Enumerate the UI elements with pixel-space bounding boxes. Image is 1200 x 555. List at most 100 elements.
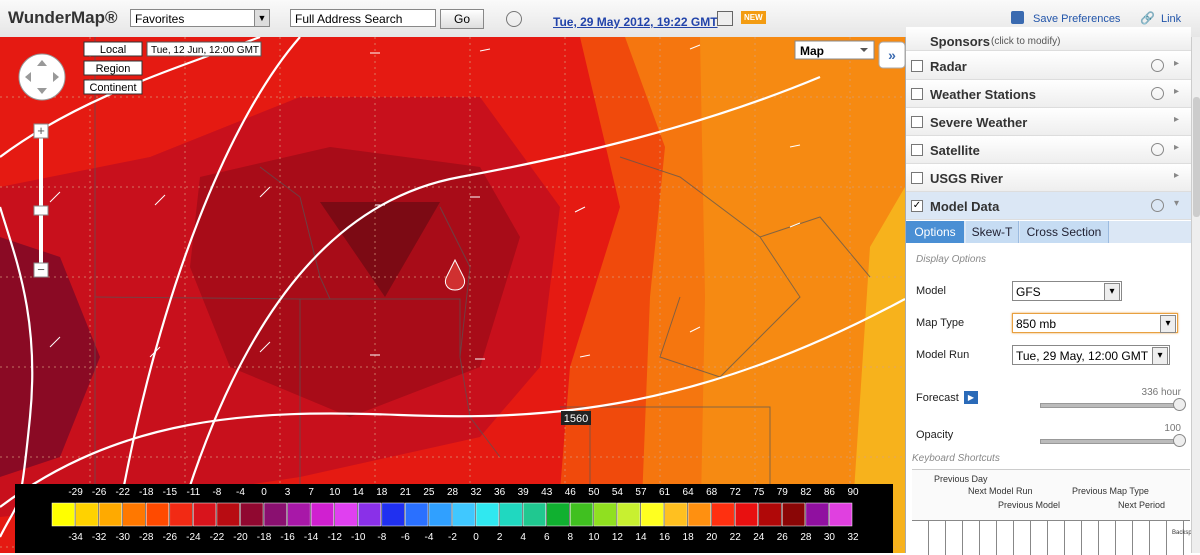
field-label: Map Type [916,317,965,329]
tab[interactable]: Skew-T [966,221,1019,243]
legend-swatch [522,502,546,527]
layer-row[interactable]: Severe Weather ▸ [906,108,1191,136]
legend-fahrenheit: 0 [261,487,267,498]
save-preferences[interactable]: Save Preferences [1033,13,1121,25]
wind-arrow [574,206,586,213]
legend-fahrenheit: 32 [470,487,482,498]
zoom-level-button[interactable] [83,41,143,57]
legend-fahrenheit: 36 [494,487,506,498]
zoom-level-button[interactable] [83,79,143,95]
layer-expand[interactable]: ▾ [1174,198,1180,209]
opacity-slider[interactable] [1040,439,1182,444]
sponsors: Sponsors [930,34,990,49]
legend-fahrenheit: 46 [565,487,577,498]
layer-checkbox[interactable]: ✓ [911,200,923,212]
location-pin[interactable] [444,258,466,291]
address-search[interactable]: Full Address Search [290,9,436,27]
keyboard-keys [912,520,1190,555]
zoom-out[interactable] [33,262,49,278]
layer-checkbox[interactable] [911,60,923,72]
layer-expand[interactable]: ▸ [1174,114,1180,125]
wind-arrow [259,186,271,198]
layer-checkbox[interactable] [911,172,923,184]
logo: WunderMap® [8,8,118,27]
field-select[interactable]: 850 mb [1012,313,1178,333]
panel-toggle[interactable] [878,41,905,69]
calendar-icon[interactable] [717,11,733,26]
go-button[interactable]: Go [440,9,484,29]
keyboard-hint: Next Period [1118,500,1166,510]
legend-fahrenheit: 79 [777,487,789,498]
zoom-handle[interactable] [33,205,49,216]
legend-celsius: -32 [92,532,107,543]
legend-fahrenheit: 72 [730,487,742,498]
keyboard-hint: Previous Map Type [1072,486,1149,496]
layer-checkbox[interactable] [911,116,923,128]
legend-celsius: 24 [753,532,765,543]
legend-fahrenheit: -11 [186,487,200,498]
scrollbar[interactable] [1191,37,1200,553]
forecast-slider[interactable] [1040,403,1182,408]
legend-swatch [240,502,264,527]
legend-celsius: 2 [497,532,503,543]
legend-celsius: -20 [233,532,248,543]
forecast-knob[interactable] [1173,398,1186,411]
layer-row[interactable]: Radar ▸ [906,52,1191,80]
layer-row[interactable]: ✓ Model Data ▾ [906,192,1191,220]
layer-checkbox[interactable] [911,88,923,100]
layer-clock[interactable] [1151,143,1164,156]
tab[interactable]: Cross Section [1020,221,1109,243]
current-datetime[interactable]: Tue, 29 May 2012, 19:22 GMT [553,15,718,29]
favorites-select[interactable]: Favorites [130,9,270,27]
legend-celsius: -26 [163,532,178,543]
legend-scale: -29 -26 -22 -18 -15 -11 -8 -4 0 3 7 10 14 18 21 25 28 32 3… [51,487,859,543]
layer-row[interactable]: Satellite ▸ [906,136,1191,164]
save-icon[interactable] [1011,11,1024,24]
legend-swatch [687,502,711,527]
map-canvas: + − Local Region Continent Tue, 12 Jun, 12… [0,37,905,553]
legend-swatch [381,502,405,527]
layer-clock[interactable] [1151,59,1164,72]
zoom-level-button[interactable] [83,60,143,76]
legend-celsius: 8 [568,532,574,543]
map[interactable]: + − Local Region Continent Tue, 12 Jun, 12… [0,37,905,553]
legend-celsius: 30 [824,532,836,543]
legend-swatch [475,502,499,527]
wind-arrow [49,336,61,348]
field-select[interactable]: Tue, 29 May, 12:00 GMT [1012,345,1170,365]
legend-celsius: 20 [706,532,718,543]
legend-swatch [734,502,759,527]
zoom-in[interactable] [33,123,49,139]
layer-expand[interactable]: ▸ [1174,58,1180,69]
sponsors-row[interactable]: Sponsors (click to modify) [906,27,1191,51]
layer-checkbox[interactable] [911,144,923,156]
pan-control[interactable] [18,53,66,101]
forecast-label: Forecast [916,392,959,404]
legend-swatch [546,502,570,527]
legend-fahrenheit: 7 [308,487,314,498]
tab[interactable]: Options [906,221,964,243]
legend-celsius: 22 [730,532,742,543]
legend-fahrenheit: -18 [139,487,154,498]
link[interactable]: Link [1161,13,1182,25]
opacity-knob[interactable] [1173,434,1186,447]
legend-celsius: -24 [186,532,201,543]
clock-icon[interactable] [506,11,522,27]
field-select[interactable]: GFS [1012,281,1122,301]
layer-row[interactable]: USGS River ▸ [906,164,1191,192]
scroll-thumb[interactable] [1193,97,1200,217]
layer-clock[interactable] [1151,87,1164,100]
layer-expand[interactable]: ▸ [1174,170,1180,181]
tab-bar: Options Skew-T Cross Section [906,221,1191,243]
layer-row[interactable]: Weather Stations ▸ [906,80,1191,108]
play-button[interactable]: ▶ [964,391,978,404]
legend-celsius: 32 [847,532,859,543]
wind-arrow [689,326,701,333]
legend-fahrenheit: 75 [753,487,765,498]
map-type-select[interactable] [794,40,875,60]
layer-expand[interactable]: ▸ [1174,86,1180,97]
layer-clock[interactable] [1151,199,1164,212]
legend-celsius: -2 [448,532,457,543]
legend-fahrenheit: 82 [800,487,812,498]
layer-expand[interactable]: ▸ [1174,142,1180,153]
